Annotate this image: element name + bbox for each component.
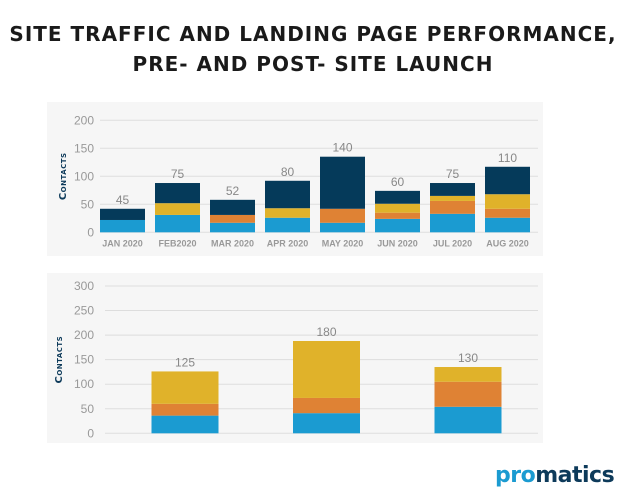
chart-title-line2: PRE- AND POST- SITE LAUNCH <box>132 52 494 76</box>
x-tick-label: JAN 2020 <box>102 238 143 248</box>
bar-segment-navy <box>485 166 530 195</box>
bar-segment-gold <box>430 195 475 201</box>
data-label: 75 <box>171 167 185 181</box>
x-tick-label: MAR 2020 <box>211 238 254 248</box>
promatics-logo: promatics <box>495 463 615 488</box>
data-label: 75 <box>446 167 460 181</box>
bar-segment-orange <box>320 208 365 223</box>
bar-segment-blue <box>375 218 420 233</box>
x-tick-label: APR 2020 <box>267 238 309 248</box>
data-label: 60 <box>391 175 405 189</box>
y-axis-label: Contacts <box>58 152 69 200</box>
bar-segment-blue <box>320 222 365 233</box>
bar-segment-blue <box>485 217 530 233</box>
logo-part1: pro <box>495 463 536 488</box>
bar-segment-orange <box>375 212 420 219</box>
bar-segment-navy <box>430 183 475 196</box>
bar-segment-gold <box>155 203 200 215</box>
x-tick-label: JUL 2020 <box>433 238 472 248</box>
bar-segment-gold <box>485 194 530 209</box>
data-label: 110 <box>498 151 517 165</box>
chart-title-line1: SITE TRAFFIC AND LANDING PAGE PERFORMANC… <box>9 22 617 46</box>
y-tick-label: 100 <box>74 169 94 183</box>
y-tick-label: 200 <box>74 113 94 127</box>
bar-segment-navy <box>100 208 145 220</box>
bar-segment-blue <box>430 213 475 233</box>
bar-segment-navy <box>210 199 255 215</box>
chart-panel <box>47 102 543 256</box>
bar-segment-orange <box>485 208 530 218</box>
logo-part2: matics <box>535 463 615 488</box>
bar-segment-blue <box>265 217 310 233</box>
data-label: 45 <box>116 193 130 207</box>
bar-segment-navy <box>320 156 365 209</box>
bar-segment-orange <box>430 200 475 214</box>
bar-segment-navy <box>265 180 310 209</box>
data-label: 140 <box>332 141 352 155</box>
y-tick-label: 50 <box>81 197 95 211</box>
bar-segment-gold <box>265 208 310 218</box>
bar-segment-gold <box>375 203 420 213</box>
bar-segment-blue <box>155 214 200 233</box>
data-label: 80 <box>281 165 295 179</box>
bar-segment-orange <box>210 214 255 223</box>
y-tick-label: 150 <box>74 141 94 155</box>
bar-segment-blue <box>100 219 145 233</box>
bar-segment-blue <box>210 222 255 233</box>
x-tick-label: AUG 2020 <box>486 238 529 248</box>
x-tick-label: FEB2020 <box>158 238 196 248</box>
x-tick-label: MAY 2020 <box>322 238 364 248</box>
x-tick-label: JUN 2020 <box>377 238 418 248</box>
bar-segment-navy <box>375 190 420 204</box>
bar-segment-navy <box>155 183 200 204</box>
data-label: 52 <box>226 184 240 198</box>
y-tick-label: 0 <box>87 225 94 239</box>
